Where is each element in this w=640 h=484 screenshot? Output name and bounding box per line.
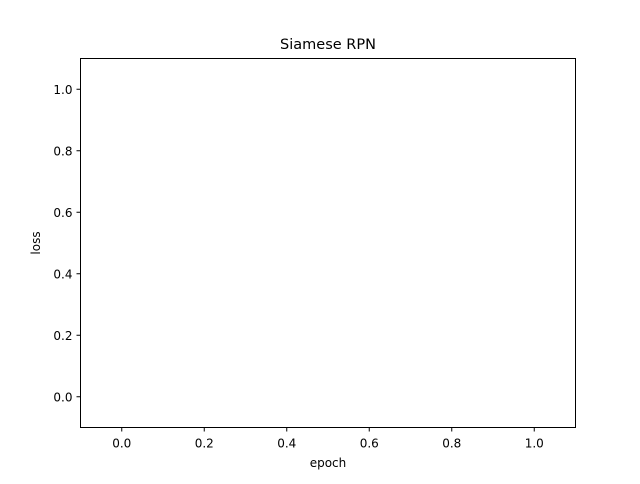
x-tick-label: 1.0 bbox=[525, 437, 544, 451]
plot-frame bbox=[80, 58, 576, 428]
y-tick-label: 0.2 bbox=[53, 329, 72, 343]
y-tick-label: 1.0 bbox=[53, 83, 72, 97]
y-axis-label: loss bbox=[29, 231, 43, 254]
y-tick-label: 0.6 bbox=[53, 206, 72, 220]
x-tick-label: 0.6 bbox=[360, 437, 379, 451]
chart-title: Siamese RPN bbox=[280, 37, 376, 53]
y-axis-ticks: 0.0 0.2 0.4 0.6 0.8 1.0 bbox=[53, 83, 81, 404]
x-axis-label: epoch bbox=[310, 456, 347, 470]
x-tick-label: 0.0 bbox=[112, 437, 131, 451]
x-tick-label: 0.2 bbox=[195, 437, 214, 451]
y-tick-label: 0.8 bbox=[53, 144, 72, 158]
x-tick-label: 0.4 bbox=[277, 437, 296, 451]
x-tick-label: 0.8 bbox=[442, 437, 461, 451]
plot-area bbox=[80, 58, 576, 428]
y-tick-label: 0.4 bbox=[53, 267, 72, 281]
y-tick-label: 0.0 bbox=[53, 390, 72, 404]
x-axis-ticks: 0.0 0.2 0.4 0.6 0.8 1.0 bbox=[112, 427, 544, 451]
